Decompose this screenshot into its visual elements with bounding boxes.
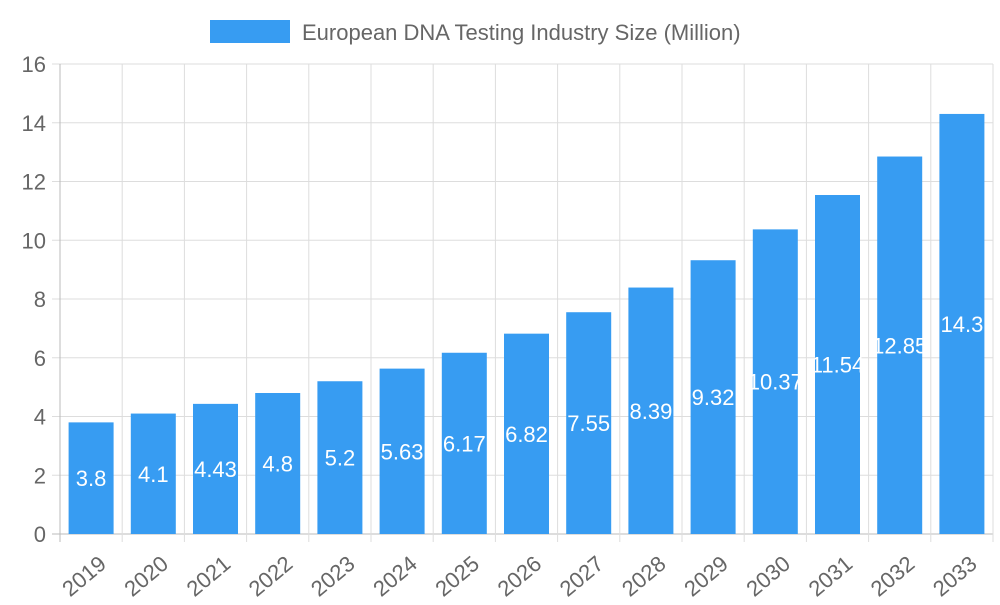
data-label: 5.2 <box>325 446 356 471</box>
x-tick-label: 2031 <box>804 551 858 600</box>
bar <box>566 312 612 534</box>
data-label: 8.39 <box>629 399 672 424</box>
bar <box>815 195 860 534</box>
x-tick-label: 2030 <box>741 551 795 600</box>
x-tick-label: 2026 <box>493 551 547 600</box>
x-tick-label: 2022 <box>244 551 298 600</box>
x-tick-label: 2019 <box>57 551 111 600</box>
data-label: 11.54 <box>811 353 864 378</box>
data-label: 5.63 <box>381 439 424 464</box>
bar <box>939 113 985 534</box>
data-label: 14.3 <box>940 312 983 337</box>
legend[interactable]: European DNA Testing Industry Size (Mill… <box>210 20 741 45</box>
x-tick-label: 2033 <box>928 551 982 600</box>
y-tick-label: 6 <box>34 346 46 371</box>
bar <box>193 403 238 534</box>
data-label: 12.85 <box>872 333 927 358</box>
y-tick-label: 10 <box>22 228 46 253</box>
bar <box>317 381 363 534</box>
bar <box>379 368 425 534</box>
x-tick-label: 2021 <box>182 551 236 600</box>
bar <box>130 413 176 534</box>
bar <box>255 393 301 534</box>
data-label: 4.43 <box>194 457 237 482</box>
data-label: 9.32 <box>692 385 735 410</box>
data-label: 4.8 <box>262 452 293 477</box>
data-label: 3.8 <box>76 466 107 491</box>
legend-label: European DNA Testing Industry Size (Mill… <box>302 20 741 45</box>
y-tick-label: 2 <box>34 463 46 488</box>
data-label: 4.1 <box>138 462 169 487</box>
bar <box>68 422 114 534</box>
x-tick-label: 2023 <box>306 551 360 600</box>
x-tick-label: 2027 <box>555 551 609 600</box>
y-tick-label: 16 <box>22 52 46 77</box>
bar <box>877 156 923 534</box>
y-tick-label: 0 <box>34 522 46 547</box>
bar <box>441 352 487 534</box>
bar <box>628 287 674 534</box>
x-tick-label: 2029 <box>679 551 733 600</box>
y-tick-label: 14 <box>22 111 46 136</box>
x-tick-label: 2032 <box>866 551 920 600</box>
x-tick-label: 2020 <box>119 551 173 600</box>
data-label: 10.37 <box>748 370 803 395</box>
data-label: 6.17 <box>443 431 486 456</box>
bar <box>690 260 736 534</box>
x-tick-label: 2025 <box>430 551 484 600</box>
bar <box>752 229 798 534</box>
x-tick-label: 2024 <box>368 551 422 600</box>
data-label: 6.82 <box>505 422 548 447</box>
y-tick-label: 8 <box>34 287 46 312</box>
data-label: 7.55 <box>567 411 610 436</box>
bar <box>504 333 549 534</box>
x-tick-label: 2028 <box>617 551 671 600</box>
legend-swatch <box>210 20 290 43</box>
y-tick-label: 12 <box>22 170 46 195</box>
y-tick-label: 4 <box>34 405 46 430</box>
